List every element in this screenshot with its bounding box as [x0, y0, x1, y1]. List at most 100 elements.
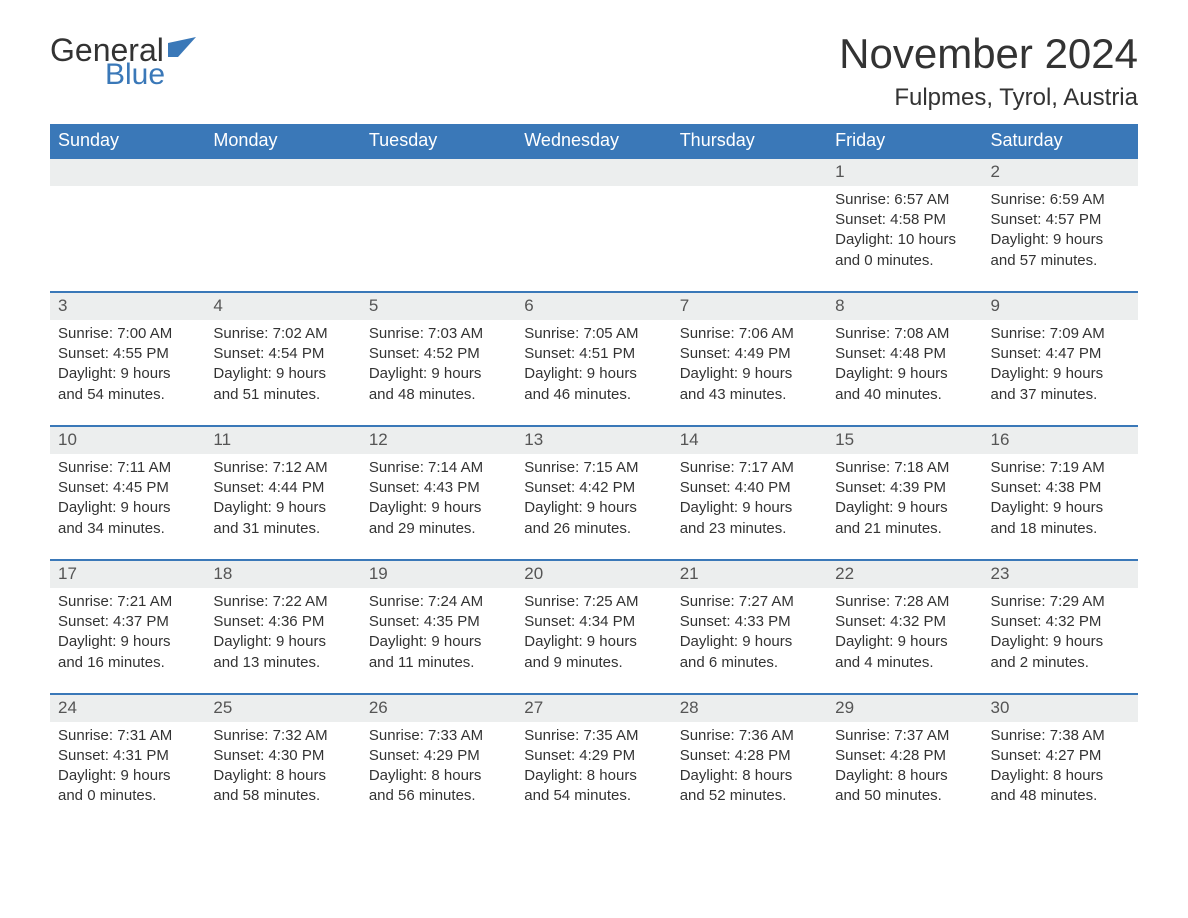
- sunset-line: Sunset: 4:45 PM: [58, 478, 197, 498]
- day-number: 4: [205, 293, 360, 320]
- day-cell-28: 28Sunrise: 7:36 AMSunset: 4:28 PMDayligh…: [672, 694, 827, 827]
- day-cell-23: 23Sunrise: 7:29 AMSunset: 4:32 PMDayligh…: [983, 560, 1138, 694]
- sunset-line: Sunset: 4:37 PM: [58, 612, 197, 632]
- daylight-line-1: Daylight: 8 hours: [835, 766, 974, 786]
- sunset-line: Sunset: 4:27 PM: [991, 746, 1130, 766]
- sunset-line: Sunset: 4:32 PM: [991, 612, 1130, 632]
- empty-day-cell: [361, 158, 516, 292]
- sunset-line: Sunset: 4:39 PM: [835, 478, 974, 498]
- daylight-line-2: and 0 minutes.: [58, 786, 197, 806]
- empty-day-cell: [205, 158, 360, 292]
- flag-icon: [168, 30, 198, 62]
- daylight-line-2: and 50 minutes.: [835, 786, 974, 806]
- daylight-line-1: Daylight: 9 hours: [991, 498, 1130, 518]
- daylight-line-2: and 46 minutes.: [524, 385, 663, 405]
- day-cell-19: 19Sunrise: 7:24 AMSunset: 4:35 PMDayligh…: [361, 560, 516, 694]
- sunrise-line: Sunrise: 7:18 AM: [835, 458, 974, 478]
- daylight-line-2: and 34 minutes.: [58, 519, 197, 539]
- day-number-bar: [672, 159, 827, 186]
- daylight-line-2: and 58 minutes.: [213, 786, 352, 806]
- day-number: 13: [516, 427, 671, 454]
- sunrise-line: Sunrise: 7:03 AM: [369, 324, 508, 344]
- day-number-bar: [205, 159, 360, 186]
- sunrise-line: Sunrise: 7:24 AM: [369, 592, 508, 612]
- daylight-line-1: Daylight: 9 hours: [680, 632, 819, 652]
- sunrise-line: Sunrise: 7:15 AM: [524, 458, 663, 478]
- daylight-line-2: and 9 minutes.: [524, 653, 663, 673]
- day-number: 23: [983, 561, 1138, 588]
- day-number: 12: [361, 427, 516, 454]
- day-number: 26: [361, 695, 516, 722]
- daylight-line-1: Daylight: 9 hours: [369, 364, 508, 384]
- day-number: 25: [205, 695, 360, 722]
- sunrise-line: Sunrise: 7:12 AM: [213, 458, 352, 478]
- daylight-line-1: Daylight: 8 hours: [680, 766, 819, 786]
- header-row: General Blue November 2024 Fulpmes, Tyro…: [50, 30, 1138, 112]
- sunrise-line: Sunrise: 7:25 AM: [524, 592, 663, 612]
- day-cell-29: 29Sunrise: 7:37 AMSunset: 4:28 PMDayligh…: [827, 694, 982, 827]
- day-number: 7: [672, 293, 827, 320]
- weekday-header-monday: Monday: [205, 124, 360, 158]
- sunset-line: Sunset: 4:40 PM: [680, 478, 819, 498]
- day-number: 8: [827, 293, 982, 320]
- day-number: 6: [516, 293, 671, 320]
- sunset-line: Sunset: 4:55 PM: [58, 344, 197, 364]
- daylight-line-2: and 54 minutes.: [58, 385, 197, 405]
- daylight-line-2: and 26 minutes.: [524, 519, 663, 539]
- sunset-line: Sunset: 4:44 PM: [213, 478, 352, 498]
- sunrise-line: Sunrise: 7:38 AM: [991, 726, 1130, 746]
- sunset-line: Sunset: 4:54 PM: [213, 344, 352, 364]
- daylight-line-2: and 48 minutes.: [369, 385, 508, 405]
- daylight-line-1: Daylight: 9 hours: [58, 498, 197, 518]
- daylight-line-1: Daylight: 9 hours: [680, 364, 819, 384]
- sunset-line: Sunset: 4:31 PM: [58, 746, 197, 766]
- daylight-line-1: Daylight: 9 hours: [524, 364, 663, 384]
- sunset-line: Sunset: 4:33 PM: [680, 612, 819, 632]
- day-number: 22: [827, 561, 982, 588]
- daylight-line-1: Daylight: 9 hours: [991, 632, 1130, 652]
- daylight-line-1: Daylight: 9 hours: [991, 364, 1130, 384]
- daylight-line-2: and 29 minutes.: [369, 519, 508, 539]
- daylight-line-2: and 21 minutes.: [835, 519, 974, 539]
- daylight-line-2: and 31 minutes.: [213, 519, 352, 539]
- sunset-line: Sunset: 4:48 PM: [835, 344, 974, 364]
- day-number: 3: [50, 293, 205, 320]
- day-cell-4: 4Sunrise: 7:02 AMSunset: 4:54 PMDaylight…: [205, 292, 360, 426]
- weekday-header-row: SundayMondayTuesdayWednesdayThursdayFrid…: [50, 124, 1138, 158]
- day-number: 17: [50, 561, 205, 588]
- logo: General Blue: [50, 30, 198, 90]
- daylight-line-1: Daylight: 8 hours: [991, 766, 1130, 786]
- day-cell-8: 8Sunrise: 7:08 AMSunset: 4:48 PMDaylight…: [827, 292, 982, 426]
- daylight-line-1: Daylight: 8 hours: [369, 766, 508, 786]
- day-cell-3: 3Sunrise: 7:00 AMSunset: 4:55 PMDaylight…: [50, 292, 205, 426]
- daylight-line-1: Daylight: 9 hours: [835, 498, 974, 518]
- day-cell-20: 20Sunrise: 7:25 AMSunset: 4:34 PMDayligh…: [516, 560, 671, 694]
- daylight-line-1: Daylight: 9 hours: [58, 364, 197, 384]
- sunrise-line: Sunrise: 7:05 AM: [524, 324, 663, 344]
- sunrise-line: Sunrise: 7:33 AM: [369, 726, 508, 746]
- week-row: 17Sunrise: 7:21 AMSunset: 4:37 PMDayligh…: [50, 560, 1138, 694]
- day-number: 24: [50, 695, 205, 722]
- sunset-line: Sunset: 4:30 PM: [213, 746, 352, 766]
- day-cell-13: 13Sunrise: 7:15 AMSunset: 4:42 PMDayligh…: [516, 426, 671, 560]
- sunrise-line: Sunrise: 6:59 AM: [991, 190, 1130, 210]
- day-cell-24: 24Sunrise: 7:31 AMSunset: 4:31 PMDayligh…: [50, 694, 205, 827]
- day-number: 18: [205, 561, 360, 588]
- daylight-line-1: Daylight: 9 hours: [835, 632, 974, 652]
- day-number-bar: [361, 159, 516, 186]
- sunrise-line: Sunrise: 7:14 AM: [369, 458, 508, 478]
- day-cell-15: 15Sunrise: 7:18 AMSunset: 4:39 PMDayligh…: [827, 426, 982, 560]
- sunrise-line: Sunrise: 7:02 AM: [213, 324, 352, 344]
- day-cell-6: 6Sunrise: 7:05 AMSunset: 4:51 PMDaylight…: [516, 292, 671, 426]
- sunrise-line: Sunrise: 7:31 AM: [58, 726, 197, 746]
- day-number: 2: [983, 159, 1138, 186]
- day-number-bar: [50, 159, 205, 186]
- sunset-line: Sunset: 4:57 PM: [991, 210, 1130, 230]
- day-number: 21: [672, 561, 827, 588]
- empty-day-cell: [516, 158, 671, 292]
- daylight-line-2: and 0 minutes.: [835, 251, 974, 271]
- daylight-line-2: and 2 minutes.: [991, 653, 1130, 673]
- empty-day-cell: [50, 158, 205, 292]
- daylight-line-2: and 57 minutes.: [991, 251, 1130, 271]
- day-number: 30: [983, 695, 1138, 722]
